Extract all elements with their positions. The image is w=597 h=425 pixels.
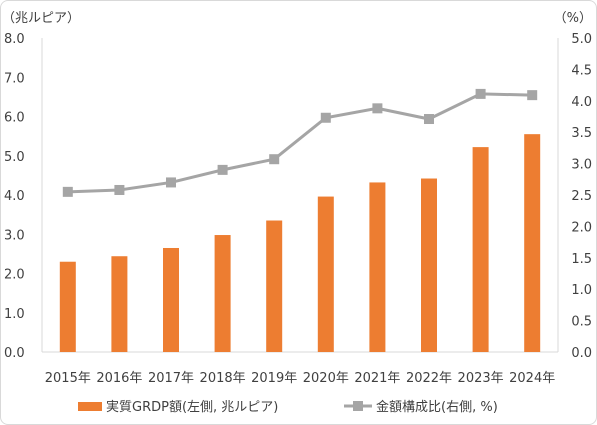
line-marker — [424, 114, 434, 125]
right-tick-label: 2.5 — [571, 189, 592, 204]
legend-swatch-bar — [78, 402, 102, 411]
bar — [369, 182, 386, 352]
left-tick-label: 0.0 — [4, 346, 25, 361]
right-tick-label: 5.0 — [571, 32, 592, 47]
bar — [421, 178, 437, 352]
line-marker — [62, 186, 73, 197]
right-tick-label: 3.0 — [571, 158, 592, 173]
x-tick-label: 2016年 — [96, 371, 142, 386]
x-tick-label: 2021年 — [354, 371, 400, 386]
left-tick-label: 6.0 — [4, 111, 25, 126]
x-tick-label: 2018年 — [200, 371, 246, 386]
line-marker — [269, 154, 280, 165]
legend-label-bar: 実質GRDP額(左側, 兆ルピア) — [106, 399, 278, 415]
bar — [59, 261, 76, 352]
x-axis-ticks: 2015年 2016年 2017年 2018年 2019年 2020年 2021年 2022年… — [45, 371, 555, 386]
x-tick-label: 2017年 — [148, 371, 194, 386]
bar — [266, 220, 283, 352]
line-marker — [372, 103, 383, 114]
right-tick-label: 4.5 — [571, 63, 592, 78]
bar — [317, 196, 334, 352]
line-marker — [527, 90, 538, 101]
right-axis-unit-label: （%） — [554, 11, 592, 26]
bar — [111, 256, 128, 352]
right-tick-label: 1.5 — [571, 252, 592, 267]
x-tick-label: 2020年 — [303, 371, 349, 386]
line-marker — [320, 112, 331, 123]
right-tick-label: 2.0 — [571, 220, 592, 235]
left-tick-label: 4.0 — [4, 189, 25, 204]
legend-label-line: 金額構成比(右側, %) — [376, 399, 498, 415]
legend-swatch-marker — [353, 401, 363, 411]
bar — [524, 134, 541, 352]
left-tick-label: 5.0 — [4, 150, 25, 165]
bar — [214, 235, 231, 352]
left-tick-label: 3.0 — [4, 228, 25, 243]
right-tick-label: 4.0 — [571, 95, 592, 110]
right-tick-label: 1.0 — [571, 283, 592, 298]
x-tick-label: 2015年 — [45, 371, 91, 386]
series-line — [67, 92, 533, 194]
right-axis-ticks: 0.0 0.5 1.0 1.5 2.0 2.5 3.0 3.5 4.0 4.5 5.0 — [571, 32, 592, 361]
left-tick-label: 7.0 — [4, 71, 25, 86]
left-axis-unit-label: （兆ルピア） — [2, 11, 80, 26]
right-tick-label: 3.5 — [571, 126, 592, 141]
left-tick-label: 1.0 — [4, 307, 25, 322]
left-tick-label: 8.0 — [4, 32, 25, 47]
left-tick-label: 2.0 — [4, 268, 25, 283]
line-series — [62, 88, 538, 197]
x-tick-label: 2024年 — [509, 371, 555, 386]
line-marker — [217, 164, 228, 175]
right-tick-label: 0.0 — [571, 346, 592, 361]
bar — [472, 147, 489, 352]
line-marker — [114, 184, 125, 195]
x-tick-label: 2019年 — [251, 371, 297, 386]
right-tick-label: 0.5 — [571, 315, 592, 330]
x-tick-label: 2022年 — [406, 371, 452, 386]
legend: 実質GRDP額(左側, 兆ルピア) 金額構成比(右側, %) — [78, 399, 498, 415]
left-axis-ticks: 0.0 1.0 2.0 3.0 4.0 5.0 6.0 7.0 8.0 — [4, 32, 25, 361]
line-marker — [475, 88, 486, 99]
bar — [163, 247, 179, 352]
line-marker — [166, 177, 176, 188]
bar-series — [59, 134, 541, 352]
x-tick-label: 2023年 — [458, 371, 504, 386]
